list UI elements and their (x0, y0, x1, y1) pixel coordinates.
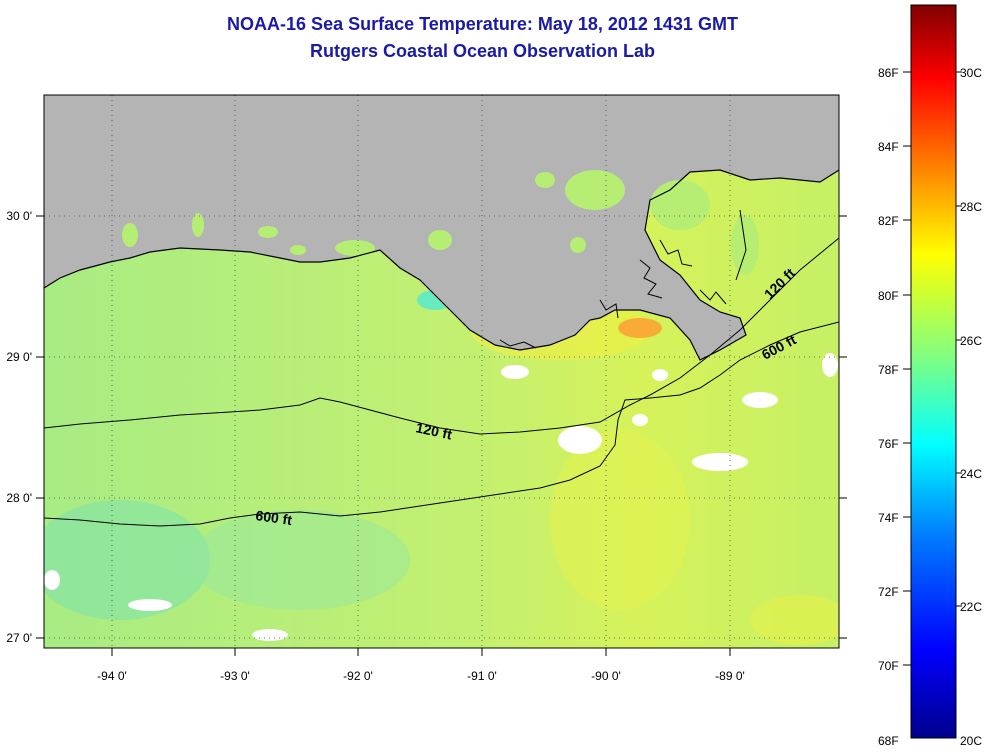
cool-water-patch (190, 510, 410, 610)
colorbar-f-label: 78F (878, 363, 899, 377)
inland-water-patches (122, 170, 759, 275)
map-title: NOAA-16 Sea Surface Temperature: May 18,… (227, 14, 738, 34)
contour-label-600ft-south: 600 ft (255, 507, 294, 528)
land-mass (44, 95, 839, 360)
colorbar-f-label: 70F (878, 659, 899, 673)
map-border (43, 94, 840, 649)
colorbar-ticks (903, 71, 962, 666)
colorbar-c-label: 24C (960, 467, 982, 481)
colorbar-f-label: 84F (878, 140, 899, 154)
warm-water-spot (618, 318, 662, 338)
lon-label: -89 0' (715, 669, 745, 683)
colorbar-f-label: 86F (878, 66, 899, 80)
lat-lon-grid (44, 95, 839, 648)
colorbar-c-label: 30C (960, 66, 982, 80)
lon-label: -92 0' (343, 669, 373, 683)
colorbar-c-label: 28C (960, 200, 982, 214)
map-subtitle: Rutgers Coastal Ocean Observation Lab (309, 41, 656, 61)
colorbar-c-label: 20C (960, 734, 982, 748)
colorbar-f-label: 76F (878, 437, 899, 451)
colorbar-f-label: 72F (878, 585, 899, 599)
warm-water-patch (750, 595, 839, 645)
lat-label: 27 0' (6, 631, 32, 645)
lon-label: -90 0' (591, 669, 621, 683)
cool-water-patch (44, 500, 210, 620)
lat-label: 29 0' (6, 350, 32, 364)
warm-water-patch (550, 430, 690, 610)
colorbar-c-label: 26C (960, 334, 982, 348)
lat-label: 30 0' (6, 209, 32, 223)
colorbar-f-label: 82F (878, 214, 899, 228)
colorbar-c-label: 22C (960, 600, 982, 614)
lon-label: -91 0' (467, 669, 497, 683)
lat-label: 28 0' (6, 491, 32, 505)
temperature-colorbar (910, 4, 957, 739)
axis-ticks (36, 215, 847, 656)
lon-label: -94 0' (97, 669, 127, 683)
lon-label: -93 0' (220, 669, 250, 683)
contour-label-120ft-south: 120 ft (414, 419, 453, 442)
contour-120ft (44, 237, 839, 435)
colorbar-f-label: 80F (878, 289, 899, 303)
colorbar-f-label: 68F (878, 734, 899, 748)
marsh-detail (499, 209, 747, 349)
contour-600ft (44, 321, 839, 527)
colorbar-f-label: 74F (878, 511, 899, 525)
